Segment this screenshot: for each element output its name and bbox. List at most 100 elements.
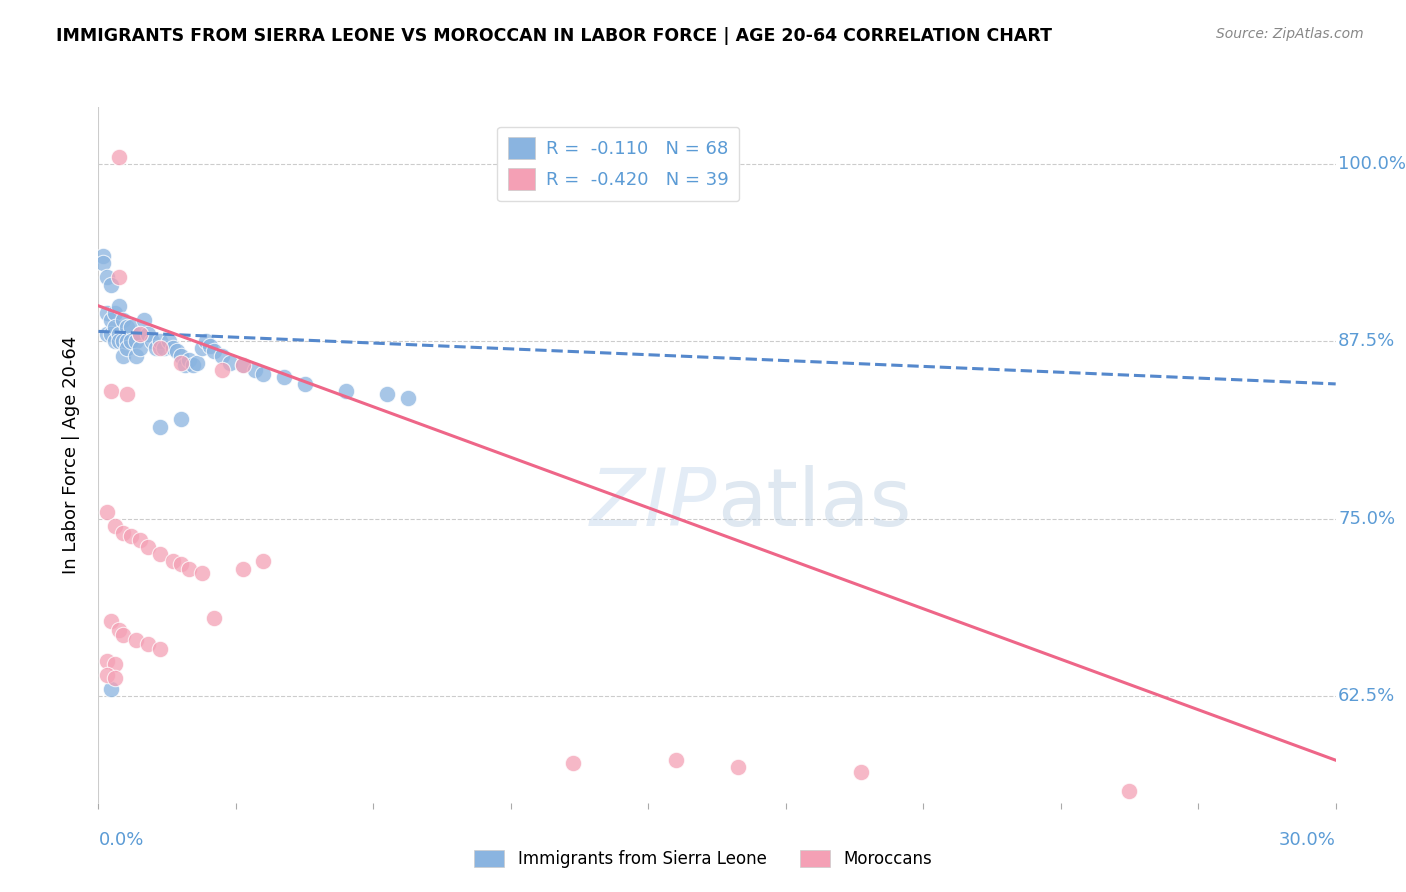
Point: [112, 334, 135, 349]
Point: [120, 529, 142, 543]
Point: [112, 349, 135, 363]
Point: [198, 338, 221, 352]
Point: [202, 611, 225, 625]
Point: [100, 384, 122, 398]
Point: [117, 387, 139, 401]
Text: ZIP: ZIP: [589, 465, 717, 542]
Point: [96, 327, 118, 342]
Point: [100, 327, 122, 342]
Point: [166, 344, 188, 359]
Point: [104, 320, 127, 334]
Point: [117, 320, 139, 334]
Point: [100, 614, 122, 628]
Text: atlas: atlas: [717, 465, 911, 542]
Text: IMMIGRANTS FROM SIERRA LEONE VS MOROCCAN IN LABOR FORCE | AGE 20-64 CORRELATION : IMMIGRANTS FROM SIERRA LEONE VS MOROCCAN…: [56, 27, 1052, 45]
Point: [145, 342, 167, 356]
Text: 0.0%: 0.0%: [98, 830, 143, 848]
Point: [108, 299, 131, 313]
Point: [108, 270, 131, 285]
Text: 62.5%: 62.5%: [1339, 688, 1395, 706]
Legend: R =  -0.110   N = 68, R =  -0.420   N = 39: R = -0.110 N = 68, R = -0.420 N = 39: [496, 127, 740, 202]
Point: [665, 753, 688, 767]
Point: [179, 352, 201, 367]
Point: [108, 334, 131, 349]
Point: [108, 150, 131, 164]
Point: [136, 327, 159, 342]
Point: [124, 632, 146, 647]
Point: [128, 342, 150, 356]
Point: [162, 554, 184, 568]
Point: [170, 412, 193, 426]
Point: [91, 249, 114, 263]
Point: [104, 671, 127, 685]
Point: [104, 306, 127, 320]
Point: [194, 334, 217, 349]
Point: [170, 558, 193, 572]
Point: [252, 367, 274, 381]
Point: [104, 334, 127, 349]
Point: [128, 327, 150, 342]
Point: [157, 334, 180, 349]
Point: [128, 327, 150, 342]
Point: [149, 342, 172, 356]
Point: [132, 313, 155, 327]
Point: [104, 657, 127, 671]
Point: [219, 356, 242, 370]
Text: 100.0%: 100.0%: [1339, 155, 1406, 173]
Point: [96, 505, 118, 519]
Text: Source: ZipAtlas.com: Source: ZipAtlas.com: [1216, 27, 1364, 41]
Point: [96, 306, 118, 320]
Point: [243, 362, 266, 376]
Point: [232, 359, 254, 373]
Point: [96, 654, 118, 668]
Point: [124, 349, 146, 363]
Point: [91, 256, 114, 270]
Point: [727, 760, 749, 774]
Text: 30.0%: 30.0%: [1279, 830, 1336, 848]
Point: [851, 764, 873, 779]
Point: [211, 349, 233, 363]
Point: [112, 526, 135, 541]
Point: [124, 334, 146, 349]
Point: [100, 682, 122, 697]
Point: [170, 349, 193, 363]
Point: [149, 334, 172, 349]
Point: [273, 369, 295, 384]
Point: [128, 533, 150, 548]
Point: [141, 334, 163, 349]
Point: [100, 313, 122, 327]
Point: [232, 359, 254, 373]
Point: [181, 359, 204, 373]
Point: [149, 419, 172, 434]
Point: [190, 342, 212, 356]
Point: [149, 547, 172, 561]
Point: [232, 561, 254, 575]
Point: [1118, 784, 1140, 798]
Point: [375, 387, 398, 401]
Point: [162, 342, 184, 356]
Point: [112, 628, 135, 642]
Point: [120, 320, 142, 334]
Point: [112, 313, 135, 327]
Legend: Immigrants from Sierra Leone, Moroccans: Immigrants from Sierra Leone, Moroccans: [468, 843, 938, 875]
Text: 75.0%: 75.0%: [1339, 510, 1395, 528]
Point: [211, 362, 233, 376]
Point: [96, 668, 118, 682]
Point: [174, 359, 197, 373]
Point: [100, 277, 122, 292]
Point: [104, 519, 127, 533]
Point: [396, 391, 419, 405]
Point: [190, 566, 212, 580]
Text: 87.5%: 87.5%: [1339, 333, 1395, 351]
Point: [120, 334, 142, 349]
Point: [186, 356, 208, 370]
Point: [117, 342, 139, 356]
Point: [108, 623, 131, 637]
Point: [117, 334, 139, 349]
Point: [96, 270, 118, 285]
Point: [170, 356, 193, 370]
Point: [335, 384, 357, 398]
Point: [294, 376, 316, 391]
Point: [136, 637, 159, 651]
Point: [179, 561, 201, 575]
